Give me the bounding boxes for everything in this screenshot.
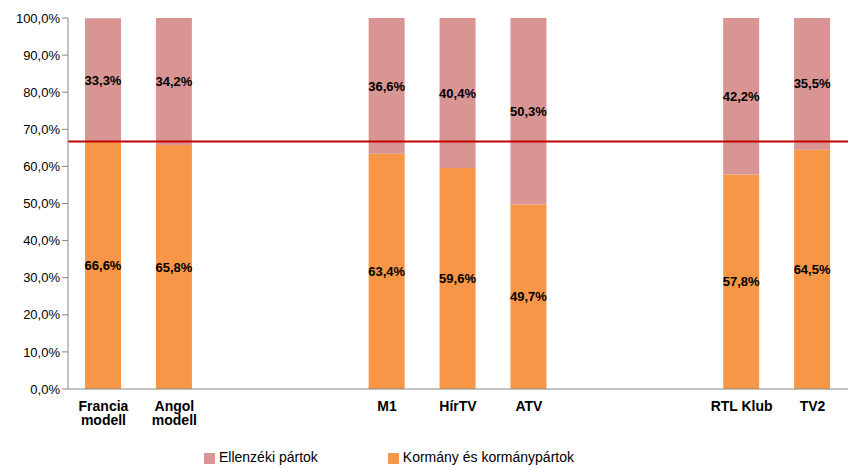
svg-text:65,8%: 65,8% bbox=[155, 260, 192, 275]
svg-text:34,2%: 34,2% bbox=[155, 74, 192, 89]
svg-text:60,0%: 60,0% bbox=[23, 159, 60, 174]
svg-text:0,0%: 0,0% bbox=[30, 382, 60, 397]
svg-text:ATV: ATV bbox=[515, 398, 543, 414]
svg-text:50,0%: 50,0% bbox=[23, 196, 60, 211]
svg-text:33,3%: 33,3% bbox=[85, 73, 122, 88]
svg-text:30,0%: 30,0% bbox=[23, 270, 60, 285]
svg-text:57,8%: 57,8% bbox=[723, 274, 760, 289]
svg-text:64,5%: 64,5% bbox=[794, 262, 831, 277]
svg-text:10,0%: 10,0% bbox=[23, 345, 60, 360]
svg-text:35,5%: 35,5% bbox=[794, 76, 831, 91]
svg-text:66,6%: 66,6% bbox=[85, 258, 122, 273]
svg-text:63,4%: 63,4% bbox=[368, 264, 405, 279]
html-text:Ellenzéki pártok: Ellenzéki pártok bbox=[219, 449, 318, 465]
svg-text:90,0%: 90,0% bbox=[23, 48, 60, 63]
svg-text:40,0%: 40,0% bbox=[23, 233, 60, 248]
svg-text:50,3%: 50,3% bbox=[510, 104, 547, 119]
svg-text:Franciamodell: Franciamodell bbox=[79, 398, 129, 428]
svg-text:42,2%: 42,2% bbox=[723, 89, 760, 104]
svg-text:59,6%: 59,6% bbox=[439, 271, 476, 286]
svg-text:20,0%: 20,0% bbox=[23, 307, 60, 322]
svg-text:HírTV: HírTV bbox=[439, 398, 477, 414]
svg-text:80,0%: 80,0% bbox=[23, 85, 60, 100]
svg-text:100,0%: 100,0% bbox=[16, 11, 61, 26]
html-text:Kormány és kormánypártok: Kormány és kormánypártok bbox=[402, 449, 574, 465]
svg-text:TV2: TV2 bbox=[800, 398, 826, 414]
svg-text:49,7%: 49,7% bbox=[510, 289, 547, 304]
svg-text:M1: M1 bbox=[377, 398, 397, 414]
svg-text:36,6%: 36,6% bbox=[368, 79, 405, 94]
svg-text:70,0%: 70,0% bbox=[23, 122, 60, 137]
svg-text:40,4%: 40,4% bbox=[439, 86, 476, 101]
svg-text:RTL Klub: RTL Klub bbox=[711, 398, 773, 414]
svg-text:Angolmodell: Angolmodell bbox=[152, 398, 197, 428]
